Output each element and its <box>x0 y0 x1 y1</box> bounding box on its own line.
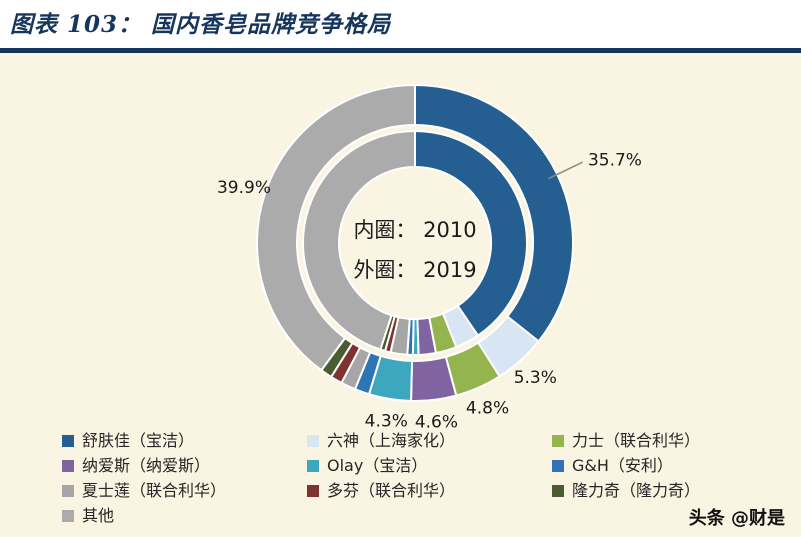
legend-swatch-icon <box>62 434 74 447</box>
center-text-line-0: 内圈： 2010 <box>353 218 476 242</box>
legend-item-3: 纳爱斯（纳爱斯） <box>62 456 307 475</box>
segment-label: 5.3% <box>514 368 557 388</box>
legend-swatch-icon <box>62 484 74 497</box>
legend-label: 纳爱斯（纳爱斯） <box>82 456 211 475</box>
legend-swatch-icon <box>62 459 74 472</box>
legend-item-9: 其他 <box>62 506 307 525</box>
segment-label: 35.7% <box>588 151 642 171</box>
donut-segment-2010-9 <box>302 129 416 351</box>
legend-swatch-icon <box>62 509 74 522</box>
donut-segment-2019-9 <box>256 83 416 372</box>
center-text-line-1: 外圈： 2019 <box>353 258 476 282</box>
donut-segment-2010-0 <box>414 129 528 338</box>
legend-item-1: 六神（上海家化） <box>307 431 552 450</box>
legend-item-2: 力士（联合利华） <box>552 431 782 450</box>
chart-title: 图表 103： 国内香皂品牌竞争格局 <box>10 11 392 38</box>
legend-swatch-icon <box>307 434 319 447</box>
segment-label: 4.6% <box>415 413 458 430</box>
legend-label: 力士（联合利华） <box>572 431 701 450</box>
legend-item-6: 夏士莲（联合利华） <box>62 481 307 500</box>
legend-label: 其他 <box>82 506 115 525</box>
legend-swatch-icon <box>552 459 564 472</box>
label-leader-line <box>547 161 583 180</box>
legend-item-0: 舒肤佳（宝洁） <box>62 431 307 450</box>
legend-label: 六神（上海家化） <box>327 431 456 450</box>
chart-header: 图表 103： 国内香皂品牌竞争格局 <box>0 0 801 53</box>
watermark: 头条 @财是 <box>688 508 785 529</box>
legend-swatch-icon <box>552 434 564 447</box>
legend-swatch-icon <box>307 484 319 497</box>
legend-item-5: G&H（安利） <box>552 456 782 475</box>
segment-label: 39.9% <box>217 178 271 198</box>
legend-item-8: 隆力奇（隆力奇） <box>552 481 782 500</box>
chart-legend: 舒肤佳（宝洁） 六神（上海家化） 力士（联合利华） 纳爱斯（纳爱斯） Olay（宝洁） G… <box>62 431 787 525</box>
legend-label: 夏士莲（联合利华） <box>82 481 227 500</box>
legend-label: Olay（宝洁） <box>327 456 428 475</box>
legend-label: 多芬（联合利华） <box>327 481 456 500</box>
legend-label: 舒肤佳（宝洁） <box>82 431 195 450</box>
legend-swatch-icon <box>552 484 564 497</box>
segment-label: 4.3% <box>365 412 408 430</box>
legend-label: 隆力奇（隆力奇） <box>572 481 701 500</box>
legend-label: G&H（安利） <box>572 456 673 475</box>
legend-item-7: 多芬（联合利华） <box>307 481 552 500</box>
legend-swatch-icon <box>307 459 319 472</box>
donut-chart: 35.7% 5.3%4.8% 4.6% 4.3% 39.9% 内圈： 2010 外圈： 20… <box>217 83 642 430</box>
segment-label: 4.8% <box>466 399 509 419</box>
legend-item-4: Olay（宝洁） <box>307 456 552 475</box>
